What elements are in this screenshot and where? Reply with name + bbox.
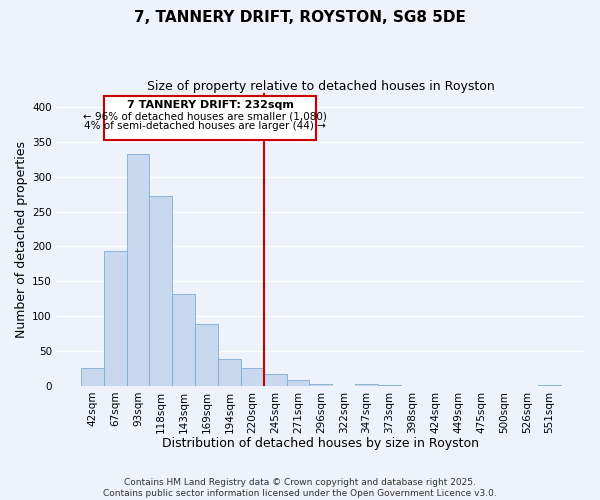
Text: 7, TANNERY DRIFT, ROYSTON, SG8 5DE: 7, TANNERY DRIFT, ROYSTON, SG8 5DE [134, 10, 466, 25]
Bar [241, 368, 264, 386]
Title: Size of property relative to detached houses in Royston: Size of property relative to detached ho… [147, 80, 495, 93]
Text: 7 TANNERY DRIFT: 232sqm: 7 TANNERY DRIFT: 232sqm [127, 100, 293, 110]
Bar [127, 154, 149, 386]
Bar [287, 380, 310, 386]
Y-axis label: Number of detached properties: Number of detached properties [15, 141, 28, 338]
X-axis label: Distribution of detached houses by size in Royston: Distribution of detached houses by size … [163, 437, 479, 450]
Bar [310, 384, 332, 386]
Text: Contains HM Land Registry data © Crown copyright and database right 2025.
Contai: Contains HM Land Registry data © Crown c… [103, 478, 497, 498]
Text: 4% of semi-detached houses are larger (44) →: 4% of semi-detached houses are larger (4… [85, 122, 326, 132]
Bar [264, 374, 287, 386]
Bar [355, 384, 378, 386]
Bar [104, 96, 316, 140]
Bar [218, 360, 241, 386]
Bar [195, 324, 218, 386]
Bar [149, 196, 172, 386]
Text: ← 96% of detached houses are smaller (1,080): ← 96% of detached houses are smaller (1,… [83, 111, 328, 121]
Bar [538, 385, 561, 386]
Bar [172, 294, 195, 386]
Bar [378, 385, 401, 386]
Bar [81, 368, 104, 386]
Bar [104, 252, 127, 386]
